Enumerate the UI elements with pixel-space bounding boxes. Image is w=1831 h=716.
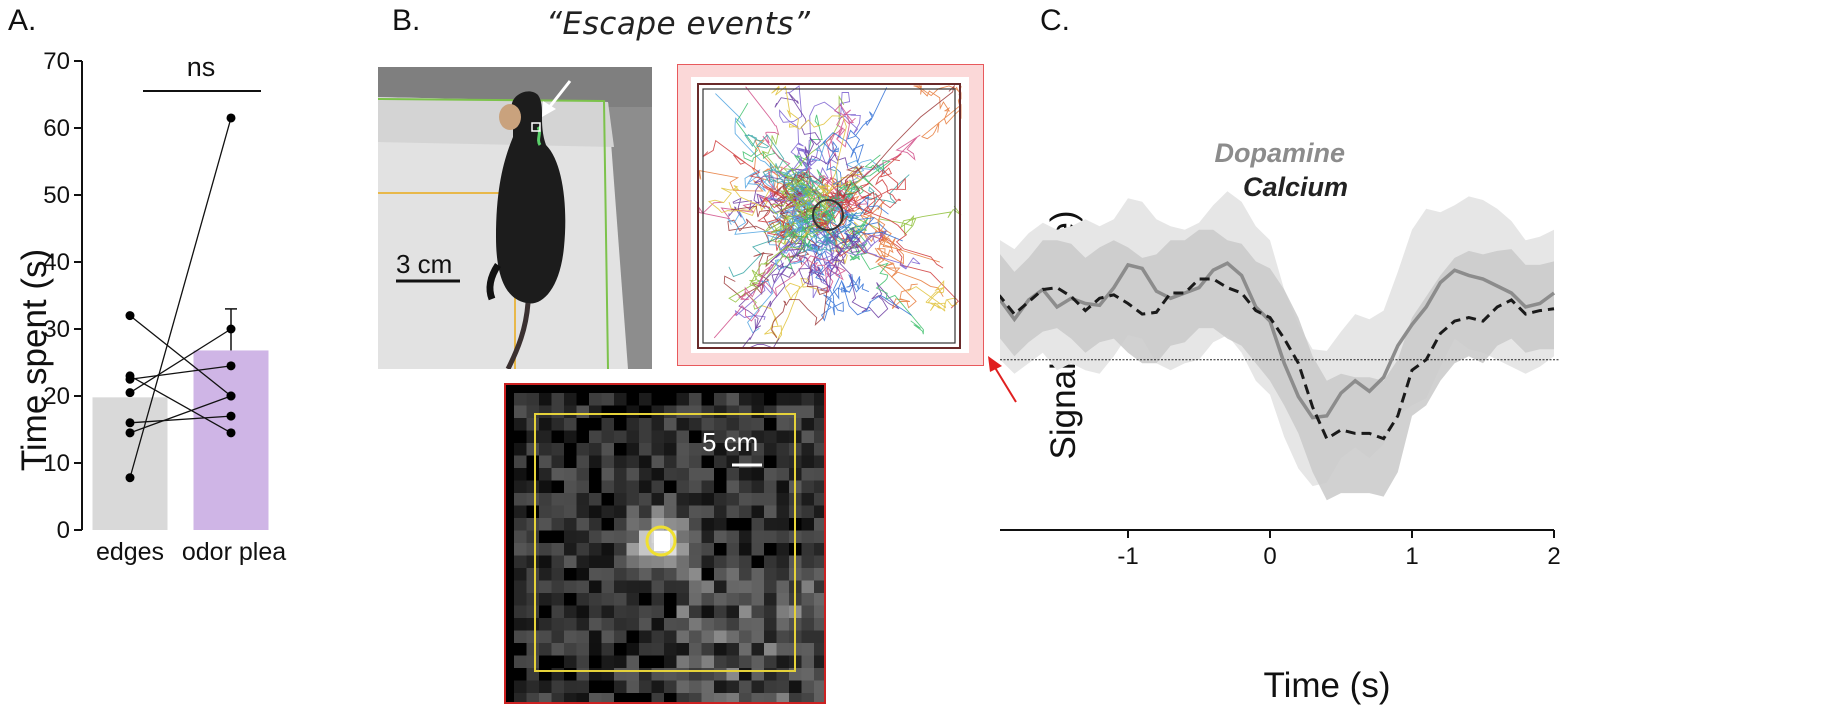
panel-a-bar-chart: ns Time spent (s) 0 10 20 30 40 50 60 70 edges od…	[15, 48, 286, 566]
legend-dopamine: Dopamine	[1214, 138, 1345, 168]
photo-scale-label: 3 cm	[396, 249, 452, 279]
legend-calcium: Calcium	[1243, 172, 1348, 202]
occupancy-heatmap: 5 cm	[504, 383, 826, 704]
odor-zone-circle	[812, 199, 844, 231]
y-tick-label: 60	[43, 115, 70, 142]
y-tick-label: 10	[43, 450, 70, 477]
paired-line	[129, 375, 232, 434]
trajectory-plot	[677, 64, 984, 366]
y-tick-label: 50	[43, 182, 70, 209]
data-point	[125, 418, 135, 428]
odor-zone-circle	[645, 525, 677, 557]
data-point	[125, 428, 135, 438]
x-tick-label: odor plea	[182, 538, 286, 566]
data-point	[226, 411, 236, 421]
white-arrow-head	[542, 101, 556, 117]
data-point	[226, 361, 236, 371]
series-line-dopamine	[1000, 261, 1556, 420]
y-tick-label: 30	[43, 316, 70, 343]
paired-line	[129, 328, 232, 394]
mouse-ear	[499, 104, 521, 130]
y-axis-label: Time spent (s)	[15, 249, 54, 471]
significance-label: ns	[187, 52, 216, 82]
paired-line	[129, 117, 232, 478]
red-arrow	[988, 356, 1017, 403]
mouse-tail	[505, 302, 531, 369]
data-point	[125, 311, 135, 321]
paired-line	[129, 315, 232, 397]
arena-inner-border	[702, 88, 956, 344]
data-point	[226, 391, 236, 401]
x-tick-label: 1	[1405, 543, 1418, 570]
green-tracking-marker	[536, 126, 542, 146]
data-point	[226, 113, 236, 123]
arena-boundary	[534, 413, 796, 672]
y-tick-label: 20	[43, 383, 70, 410]
x-axis-label: Time (s)	[1263, 666, 1390, 705]
data-point	[125, 473, 135, 483]
white-arrow-shaft	[546, 80, 572, 110]
x-tick-label: edges	[96, 538, 164, 566]
bar-odor-plea	[193, 350, 269, 530]
x-tick-label: 2	[1547, 543, 1560, 570]
y-tick-label: 70	[43, 48, 70, 75]
paired-line	[129, 365, 232, 380]
trajectory-lines	[698, 84, 962, 349]
panel-b-letter: B.	[392, 4, 421, 37]
sem-band-calcium	[1000, 229, 1554, 501]
head-marker	[531, 122, 541, 132]
data-point	[125, 388, 135, 398]
data-point	[125, 374, 135, 384]
arena-outer-border	[697, 83, 961, 349]
data-point	[226, 428, 236, 438]
panel-c-line-chart: Signal (Z-score) Time (s) Dopamine Calci…	[1000, 138, 1561, 705]
y-tick-label: 40	[43, 249, 70, 276]
x-tick-label: -1	[1117, 543, 1138, 570]
x-tick-label: 0	[1263, 543, 1276, 570]
mouse-leg	[486, 263, 501, 301]
y-tick-label: 0	[57, 517, 70, 544]
heatmap-outer-border	[504, 383, 826, 704]
mouse-body	[496, 91, 566, 304]
paired-line	[129, 395, 232, 434]
mouse-photo: 3 cm	[378, 67, 652, 369]
paired-line	[129, 415, 232, 424]
data-point	[226, 324, 236, 334]
heatmap-scale-label: 5 cm	[702, 427, 758, 457]
panel-b-title: “Escape events”	[546, 6, 811, 42]
bar-edges	[92, 397, 168, 530]
series-line-calcium	[1000, 277, 1555, 441]
panel-a-letter: A.	[8, 4, 37, 37]
green-border	[378, 98, 609, 369]
panel-c-letter: C.	[1040, 4, 1070, 37]
